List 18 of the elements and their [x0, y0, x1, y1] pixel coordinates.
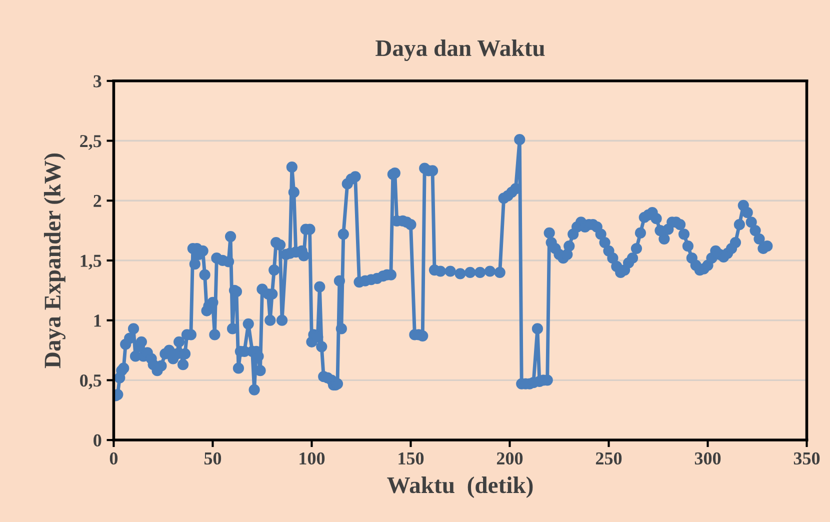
x-tick-label: 100: [300, 452, 325, 465]
y-tick-label: 0: [94, 434, 102, 446]
y-axis-title: Daya Expander (kW): [44, 153, 66, 368]
chart-title: Daya dan Waktu: [376, 40, 545, 62]
y-tick-label: 1: [94, 314, 101, 327]
y-tick-label: 0,5: [80, 374, 102, 390]
y-tick-label: 3: [94, 75, 102, 88]
y-tick-label: 2,5: [80, 135, 102, 150]
x-tick-label: 350: [794, 452, 820, 465]
x-axis-title: Waktu (detik): [387, 476, 533, 498]
x-tick-label: 250: [596, 452, 622, 465]
x-tick-label: 200: [496, 452, 523, 465]
x-tick-label: 300: [694, 452, 721, 465]
x-tick-label: 50: [204, 452, 222, 465]
y-tick-label: 1,5: [80, 254, 102, 270]
y-tick-label: 2: [94, 194, 102, 207]
x-tick-label: 0: [110, 452, 118, 465]
x-tick-label: 150: [398, 452, 424, 465]
